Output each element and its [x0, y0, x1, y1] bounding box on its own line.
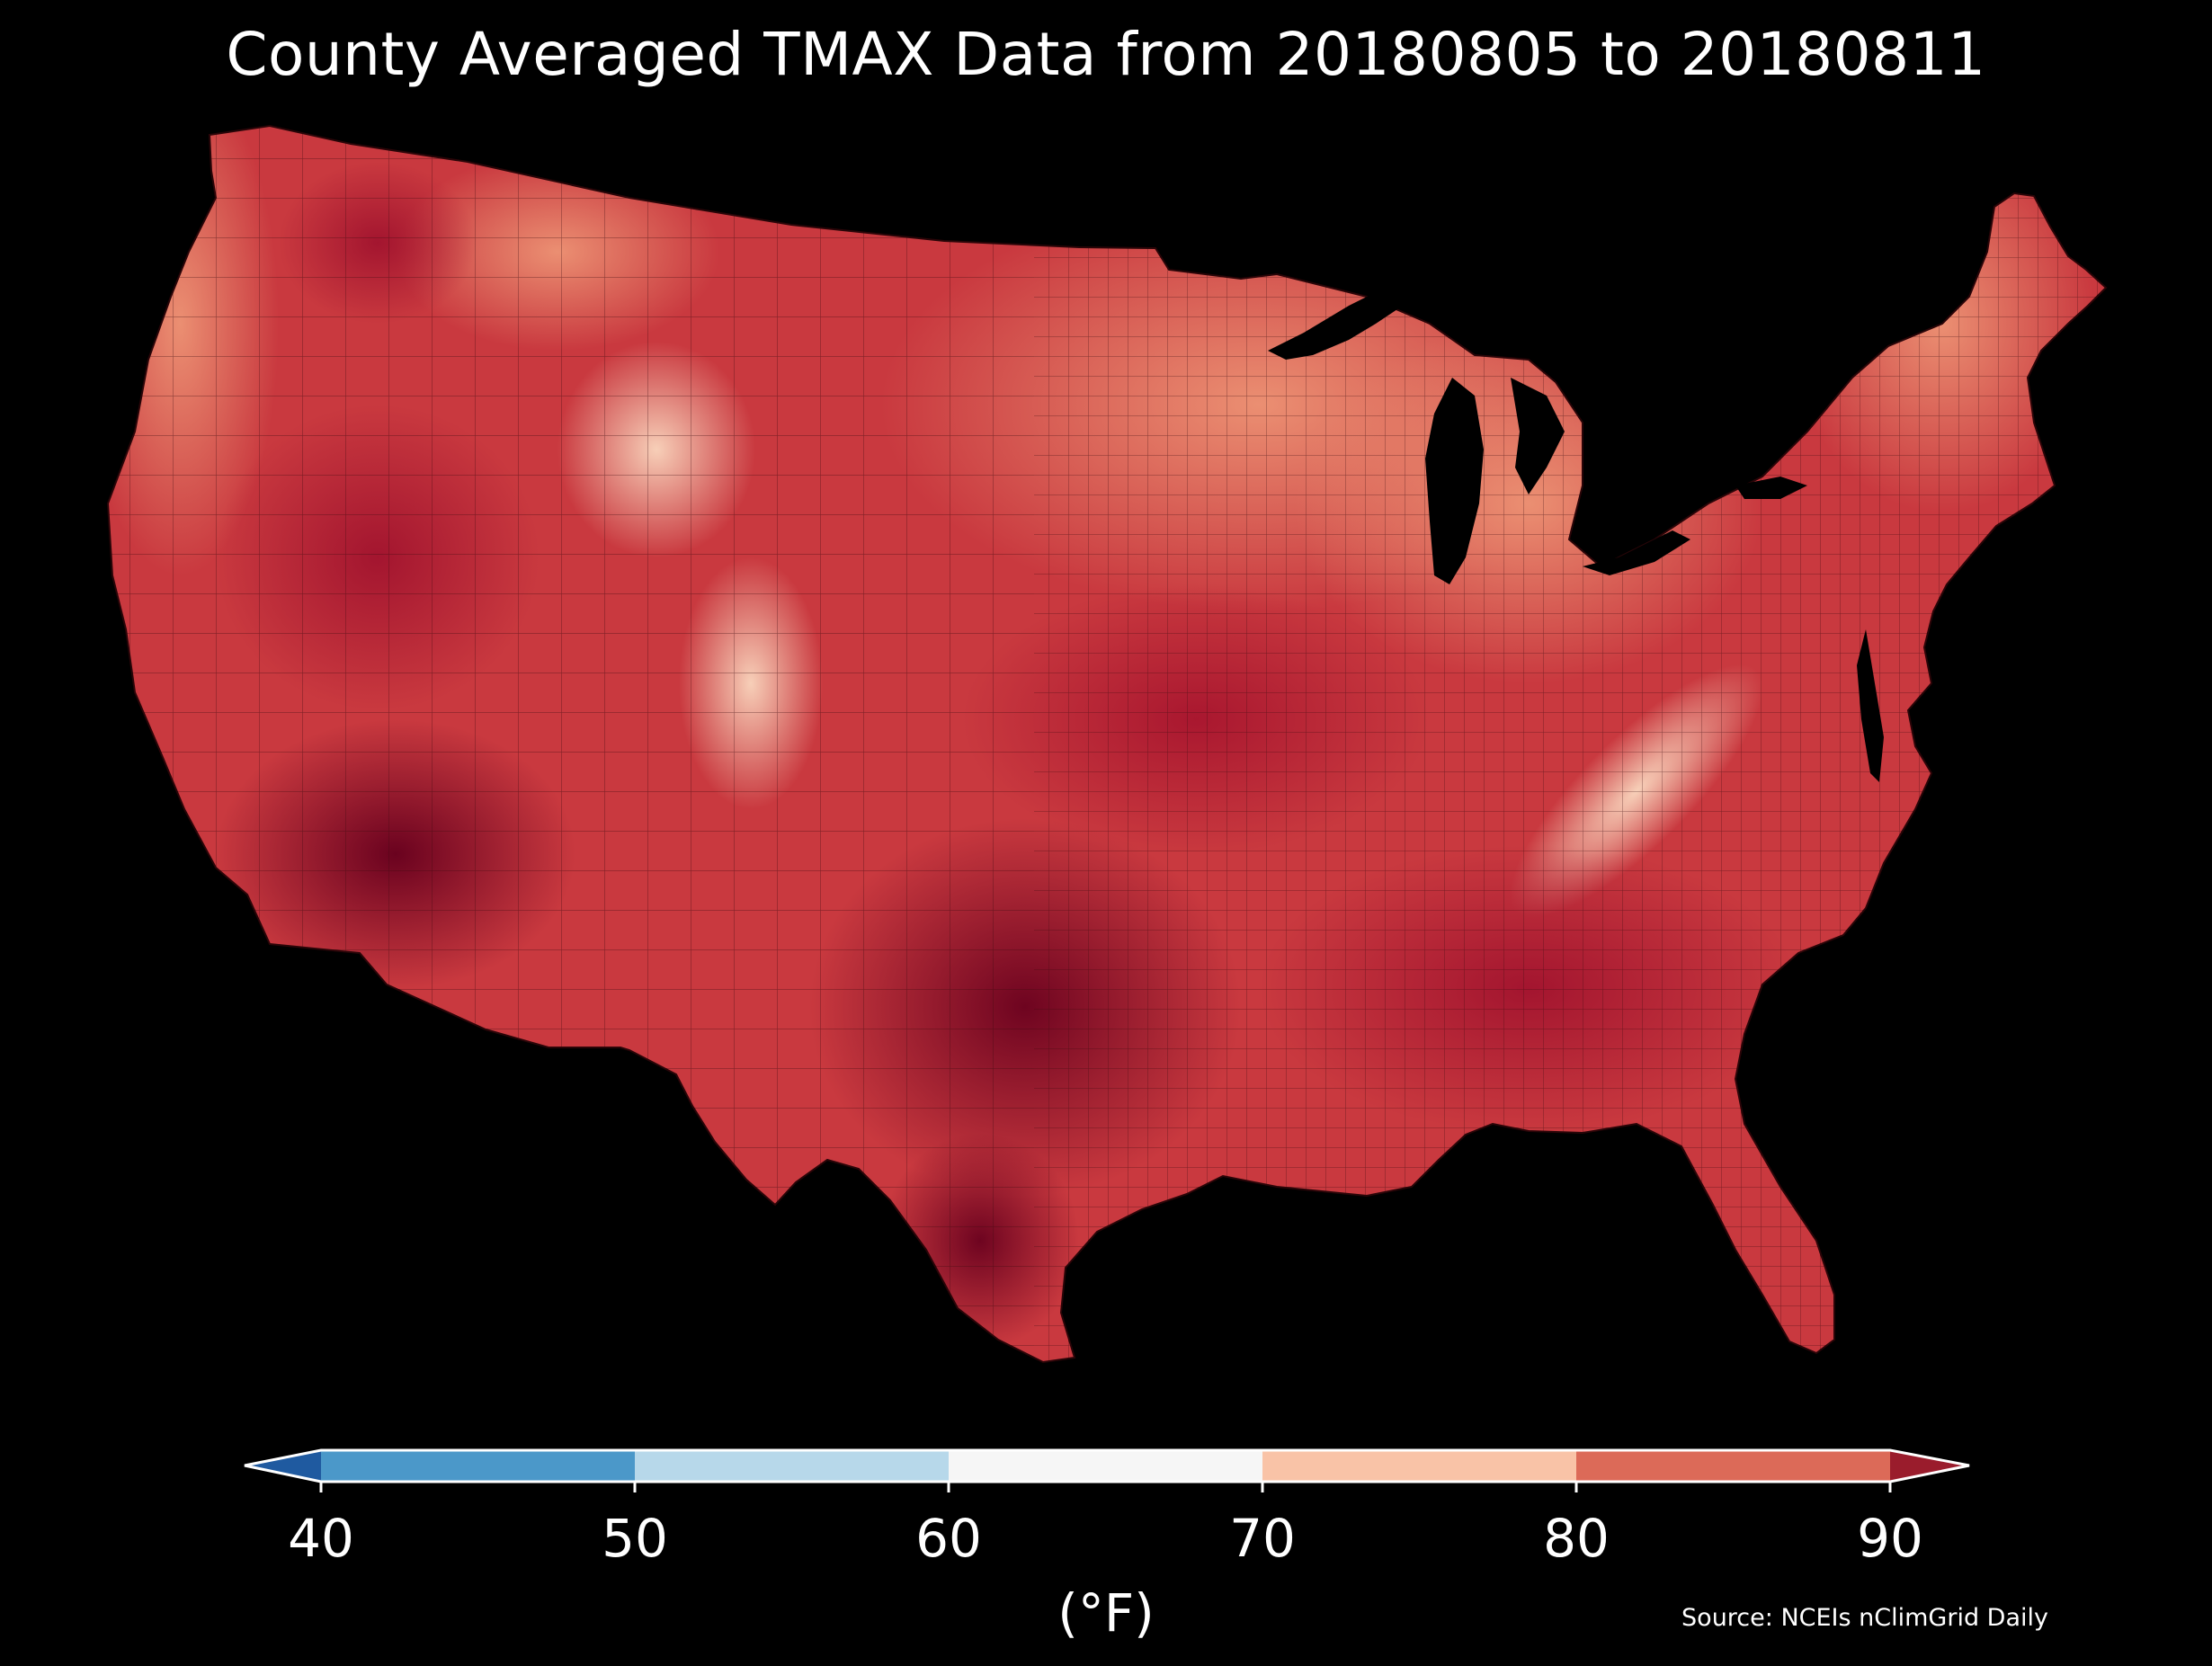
colorbar-bin-50-60	[635, 1450, 949, 1482]
colorbar-tick-label: 60	[915, 1508, 982, 1569]
colorbar-extend-high	[1890, 1450, 1969, 1482]
map-title: County Averaged TMAX Data from 20180805 …	[226, 20, 1986, 89]
colorbar-unit-label: (°F)	[1057, 1582, 1155, 1644]
lake-michigan	[1425, 378, 1484, 584]
colorbar-tick-label: 90	[1857, 1508, 1923, 1569]
colorbar-tick-label: 80	[1543, 1508, 1610, 1569]
conus-landmass	[108, 126, 2106, 1362]
source-note: Source: NCEIs nClimGrid Daily	[1681, 1604, 2048, 1632]
colorbar-tick-label: 40	[288, 1508, 354, 1569]
great-lakes	[1268, 288, 1884, 782]
colorbar-tick-label: 70	[1229, 1508, 1296, 1569]
chesapeake-bay	[1857, 629, 1884, 782]
lake-superior	[1268, 288, 1403, 360]
colorbar-bin-70-80	[1262, 1450, 1576, 1482]
colorbar-tick-label: 50	[602, 1508, 668, 1569]
colorbar-bin-60-70	[949, 1450, 1262, 1482]
lake-erie	[1583, 530, 1690, 575]
lake-huron	[1511, 378, 1565, 494]
lake-ontario	[1735, 477, 1807, 499]
colorbar-bin-40-50	[321, 1450, 635, 1482]
colorbar	[244, 1448, 1970, 1492]
colorbar-extend-low	[245, 1450, 321, 1482]
colorbar-ticks	[319, 1482, 1892, 1492]
colorbar-bin-80-90	[1576, 1450, 1890, 1482]
